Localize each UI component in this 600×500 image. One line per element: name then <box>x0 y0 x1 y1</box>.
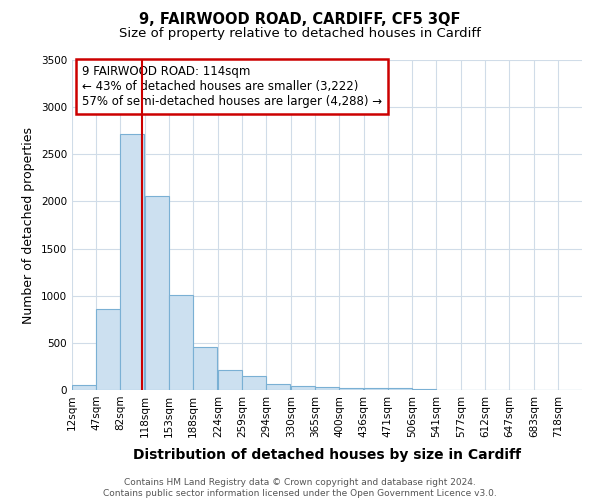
Bar <box>169 295 193 390</box>
Bar <box>388 388 412 390</box>
Text: Size of property relative to detached houses in Cardiff: Size of property relative to detached ho… <box>119 28 481 40</box>
Bar <box>218 370 242 390</box>
Bar <box>72 385 96 390</box>
Bar <box>120 134 144 390</box>
Bar <box>364 388 388 390</box>
Bar <box>291 386 315 390</box>
Text: Contains HM Land Registry data © Crown copyright and database right 2024.
Contai: Contains HM Land Registry data © Crown c… <box>103 478 497 498</box>
Bar <box>145 196 169 390</box>
Bar <box>315 387 339 390</box>
Bar <box>266 384 290 390</box>
Bar <box>339 388 363 390</box>
Text: 9 FAIRWOOD ROAD: 114sqm
← 43% of detached houses are smaller (3,222)
57% of semi: 9 FAIRWOOD ROAD: 114sqm ← 43% of detache… <box>82 65 382 108</box>
Bar <box>242 376 266 390</box>
X-axis label: Distribution of detached houses by size in Cardiff: Distribution of detached houses by size … <box>133 448 521 462</box>
Y-axis label: Number of detached properties: Number of detached properties <box>22 126 35 324</box>
Bar <box>96 310 120 390</box>
Bar <box>193 347 217 390</box>
Bar <box>412 389 436 390</box>
Text: 9, FAIRWOOD ROAD, CARDIFF, CF5 3QF: 9, FAIRWOOD ROAD, CARDIFF, CF5 3QF <box>139 12 461 28</box>
